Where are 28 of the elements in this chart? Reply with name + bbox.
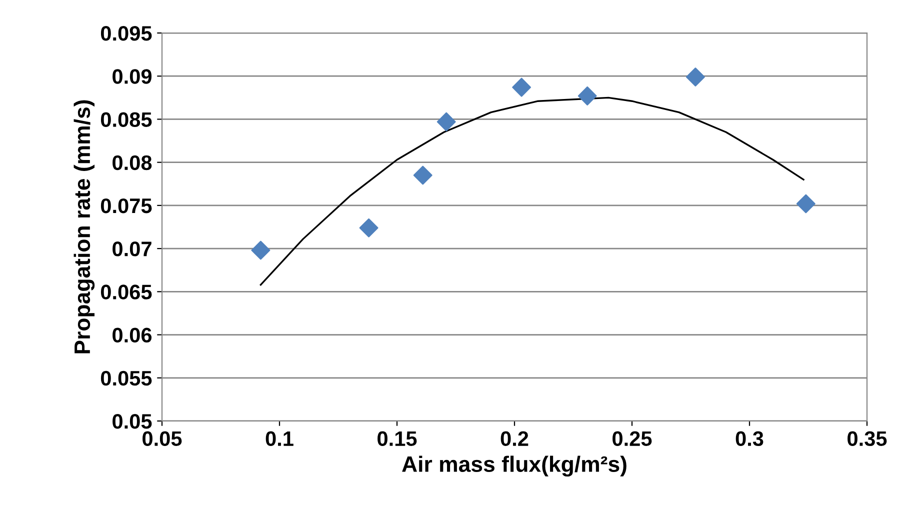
y-tick-label: 0.085 xyxy=(100,112,152,127)
point xyxy=(512,78,532,97)
y-tick-label: 0.095 xyxy=(100,26,152,41)
y-tick-label: 0.07 xyxy=(112,242,152,256)
point xyxy=(359,218,378,238)
y-tick-label: 0.075 xyxy=(100,198,152,214)
x-tick-label: 0.3 xyxy=(736,431,764,446)
line-series xyxy=(260,96,804,286)
y-axis-title: Propagation rate (mm/s) xyxy=(74,100,95,354)
x-tick-label: 0.25 xyxy=(612,431,652,446)
y-tick-label: 0.065 xyxy=(100,284,152,300)
y-tick-label: 0.055 xyxy=(100,370,152,386)
point xyxy=(436,112,456,132)
point xyxy=(578,86,597,106)
y-tick-label: 0.08 xyxy=(112,155,152,170)
y-tick-label: 0.09 xyxy=(112,69,152,84)
x-tick-label: 0.2 xyxy=(500,431,528,446)
point xyxy=(796,194,816,214)
point xyxy=(686,67,705,86)
x-tick-label: 0.1 xyxy=(266,431,294,446)
point xyxy=(413,166,432,185)
y-tick-label: 0.05 xyxy=(112,414,152,429)
x-tick-label: 0.35 xyxy=(848,431,887,446)
y-tick-label: 0.06 xyxy=(112,328,152,343)
x-axis-title: Air mass flux(kg/m²s) xyxy=(402,456,626,477)
x-tick-label: 0.15 xyxy=(378,431,417,446)
x-tick-label: 0.05 xyxy=(142,431,182,446)
point xyxy=(251,240,270,260)
